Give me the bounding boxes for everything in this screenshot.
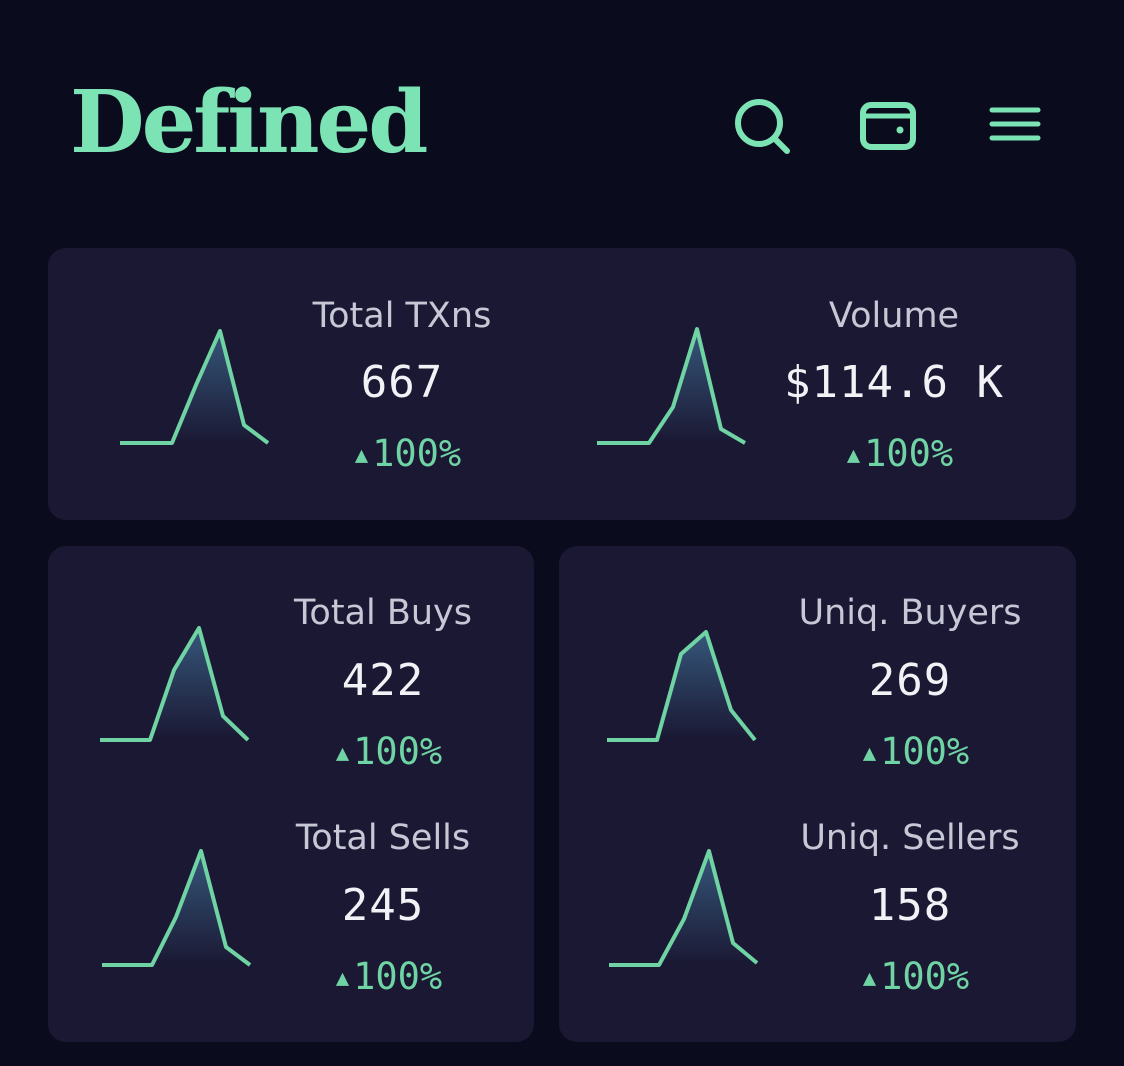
- app-header: Defined: [0, 0, 1124, 220]
- stat-value: $114.6 K: [784, 357, 1004, 408]
- stat-change: ▲ 100%: [278, 433, 538, 477]
- stat-change-value: 100%: [353, 955, 443, 998]
- buys-sells-card: [48, 546, 534, 1042]
- wallet-icon[interactable]: [858, 96, 918, 156]
- arrow-up-icon: ▲: [354, 443, 369, 468]
- sparkline-volume: [597, 327, 747, 445]
- stat-change-value: 100%: [880, 730, 970, 773]
- stat-change-value: 100%: [880, 955, 970, 998]
- sparkline-total-txns: [120, 329, 270, 445]
- stat-label: Total Buys: [293, 593, 472, 633]
- stat-change: ▲ 100%: [259, 731, 519, 775]
- stat-change-value: 100%: [372, 432, 462, 475]
- arrow-up-icon: ▲: [862, 966, 877, 991]
- sparkline-total-buys: [100, 626, 250, 742]
- stat-change: ▲ 100%: [786, 956, 1046, 1000]
- search-icon[interactable]: [732, 96, 792, 156]
- stat-value: 667: [360, 357, 444, 408]
- defined-logo[interactable]: Defined: [70, 72, 428, 173]
- arrow-up-icon: ▲: [846, 443, 861, 468]
- stat-value: 245: [341, 880, 425, 931]
- unique-traders-card: [559, 546, 1076, 1042]
- arrow-up-icon: ▲: [862, 741, 877, 766]
- stat-label: Uniq. Buyers: [798, 593, 1022, 633]
- sparkline-unique-sellers: [609, 849, 759, 967]
- stat-value: 422: [341, 655, 425, 706]
- menu-icon[interactable]: [986, 96, 1046, 156]
- arrow-up-icon: ▲: [335, 966, 350, 991]
- stat-value: 158: [868, 880, 952, 931]
- stat-change-value: 100%: [353, 730, 443, 773]
- stat-label: Total TXns: [312, 296, 492, 336]
- stat-value: 269: [868, 655, 952, 706]
- arrow-up-icon: ▲: [335, 741, 350, 766]
- stat-change-value: 100%: [864, 432, 954, 475]
- sparkline-total-sells: [102, 849, 252, 967]
- stat-change: ▲ 100%: [786, 731, 1046, 775]
- stat-change: ▲ 100%: [770, 433, 1030, 477]
- stat-change: ▲ 100%: [259, 956, 519, 1000]
- stat-label: Total Sells: [295, 818, 471, 858]
- stat-label: Uniq. Sellers: [800, 818, 1020, 858]
- stat-label: Volume: [828, 296, 960, 336]
- sparkline-unique-buyers: [607, 630, 757, 742]
